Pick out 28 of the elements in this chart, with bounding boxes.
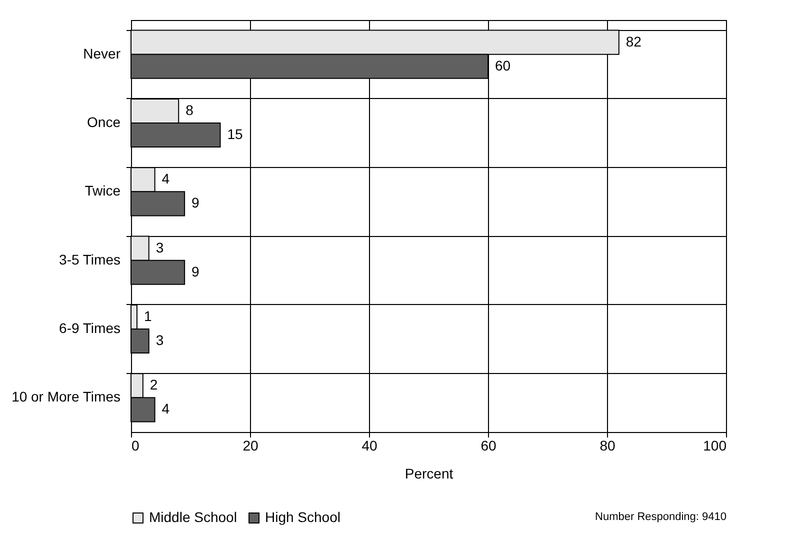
text: Number Responding: 9410 <box>595 511 726 523</box>
x-tick-label: 80 <box>600 438 616 454</box>
y-tick-label: Never <box>83 45 121 62</box>
x-tick-label: 60 <box>480 438 496 454</box>
data-label: 4 <box>162 400 170 417</box>
x-tick-label: 40 <box>362 438 378 454</box>
y-tick-label: 3-5 Times <box>59 251 120 268</box>
data-label: 3 <box>156 332 164 348</box>
data-label: 15 <box>227 126 244 142</box>
data-label: 3 <box>156 239 164 256</box>
data-label: 9 <box>192 263 200 280</box>
data-label: 82 <box>626 33 642 50</box>
data-label: 1 <box>144 308 152 324</box>
legend-label: Middle School <box>149 509 237 525</box>
x-tick-label: 20 <box>242 438 258 454</box>
y-tick-label: 10 or More Times <box>12 388 120 405</box>
data-label: 4 <box>162 170 170 187</box>
data-label: 8 <box>186 102 194 118</box>
data-label: 9 <box>192 194 200 211</box>
y-tick-label: Twice <box>84 182 121 199</box>
legend-label: High School <box>265 509 340 525</box>
x-axis-title: Percent <box>404 466 454 482</box>
data-label: 60 <box>495 57 511 74</box>
y-tick-label: Once <box>87 114 121 130</box>
data-label: 2 <box>150 376 158 393</box>
y-tick-label: 6-9 Times <box>59 320 120 336</box>
x-tick-label: 0 <box>132 438 140 454</box>
x-tick-label: 100 <box>703 438 727 454</box>
